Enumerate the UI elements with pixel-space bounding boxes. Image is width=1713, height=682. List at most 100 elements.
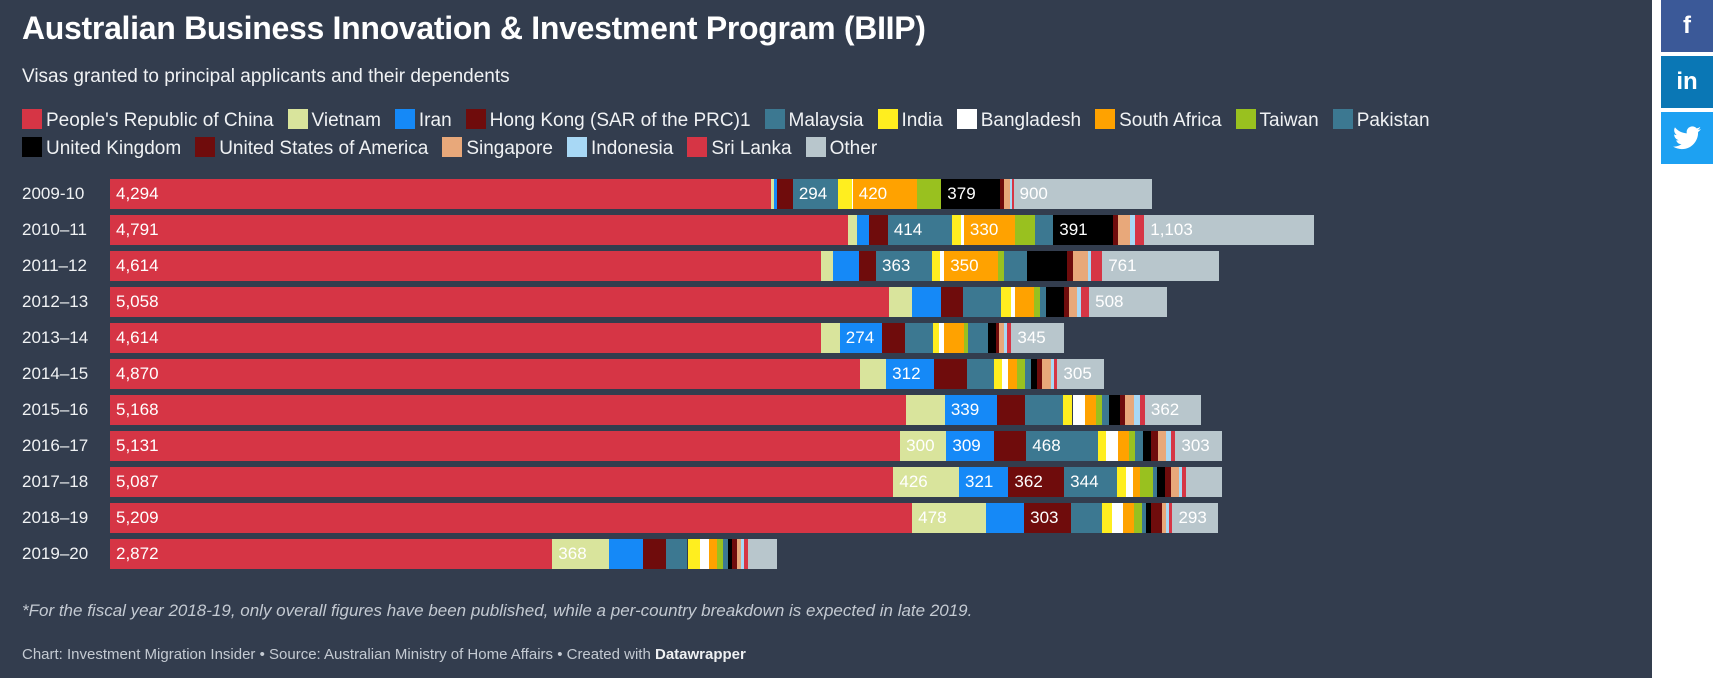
bar-segment[interactable] [1112, 503, 1124, 533]
bar-segment[interactable] [1004, 251, 1028, 281]
bar-segment[interactable] [932, 323, 939, 353]
bar-segment[interactable] [888, 287, 913, 317]
bar-segment[interactable] [940, 179, 942, 209]
bar-segment[interactable] [851, 179, 853, 209]
bar-segment[interactable] [962, 287, 1002, 317]
bar-segment[interactable] [905, 323, 933, 353]
bar-segment[interactable] [857, 215, 870, 245]
bar-segment[interactable] [727, 539, 733, 569]
bar-segment[interactable] [875, 251, 932, 281]
bar-segment[interactable] [1143, 431, 1151, 461]
bar-segment[interactable] [988, 323, 996, 353]
bar-segment[interactable] [1081, 287, 1090, 317]
bar-segment[interactable] [852, 179, 918, 209]
bar-segment[interactable] [110, 251, 821, 281]
bar-segment[interactable] [1095, 395, 1102, 425]
bar-segment[interactable] [1011, 323, 1065, 353]
bar-segment[interactable] [1017, 359, 1026, 389]
bar-segment[interactable] [1120, 395, 1125, 425]
bar-segment[interactable] [1098, 431, 1107, 461]
bar-segment[interactable] [110, 539, 553, 569]
bar-segment[interactable] [882, 323, 906, 353]
bar-segment[interactable] [938, 323, 944, 353]
bar-segment[interactable] [1181, 467, 1187, 497]
bar-segment[interactable] [998, 251, 1005, 281]
bar-segment[interactable] [1076, 287, 1082, 317]
bar-segment[interactable] [1034, 215, 1054, 245]
bar-segment[interactable] [931, 251, 940, 281]
bar-segment[interactable] [1004, 179, 1011, 209]
bar-segment[interactable] [1175, 431, 1223, 461]
bar-segment[interactable] [1186, 467, 1222, 497]
linkedin-share-button[interactable]: in [1661, 56, 1713, 108]
bar-segment[interactable] [110, 395, 906, 425]
bar-segment[interactable] [1091, 251, 1103, 281]
bar-segment[interactable] [1008, 359, 1018, 389]
bar-segment[interactable] [1064, 287, 1070, 317]
bar-segment[interactable] [985, 503, 1025, 533]
bar-segment[interactable] [1150, 431, 1159, 461]
bar-segment[interactable] [1089, 287, 1168, 317]
bar-segment[interactable] [1039, 287, 1046, 317]
bar-segment[interactable] [1135, 431, 1144, 461]
bar-segment[interactable] [993, 431, 1027, 461]
bar-segment[interactable] [1124, 395, 1135, 425]
bar-segment[interactable] [917, 179, 941, 209]
bar-segment[interactable] [110, 323, 821, 353]
bar-segment[interactable] [847, 215, 858, 245]
bar-segment[interactable] [820, 251, 833, 281]
bar-segment[interactable] [943, 323, 964, 353]
bar-segment[interactable] [1144, 395, 1201, 425]
bar-segment[interactable] [1064, 467, 1118, 497]
bar-segment[interactable] [1157, 467, 1165, 497]
bar-segment[interactable] [1025, 359, 1032, 389]
bar-segment[interactable] [1057, 359, 1105, 389]
bar-segment[interactable] [1161, 503, 1167, 533]
bar-segment[interactable] [934, 359, 967, 389]
bar-segment[interactable] [777, 179, 793, 209]
bar-segment[interactable] [747, 539, 777, 569]
bar-segment[interactable] [1069, 287, 1077, 317]
bar-segment[interactable] [1101, 503, 1113, 533]
bar-segment[interactable] [1054, 359, 1058, 389]
bar-segment[interactable] [1024, 395, 1064, 425]
bar-segment[interactable] [944, 395, 998, 425]
bar-segment[interactable] [1166, 431, 1171, 461]
bar-segment[interactable] [859, 251, 876, 281]
bar-segment[interactable] [939, 251, 945, 281]
bar-segment[interactable] [792, 179, 839, 209]
bar-segment[interactable] [1011, 179, 1014, 209]
bar-segment[interactable] [741, 539, 745, 569]
bar-segment[interactable] [941, 179, 1000, 209]
bar-segment[interactable] [1169, 503, 1173, 533]
bar-segment[interactable] [1046, 287, 1065, 317]
bar-segment[interactable] [859, 359, 887, 389]
twitter-share-button[interactable] [1661, 112, 1713, 164]
bar-segment[interactable] [1129, 431, 1136, 461]
bar-segment[interactable] [1072, 251, 1089, 281]
bar-segment[interactable] [110, 431, 901, 461]
bar-segment[interactable] [744, 539, 748, 569]
bar-segment[interactable] [1001, 287, 1011, 317]
bar-segment[interactable] [995, 323, 1000, 353]
bar-segment[interactable] [1170, 431, 1176, 461]
bar-segment[interactable] [960, 215, 964, 245]
bar-segment[interactable] [838, 179, 852, 209]
bar-segment[interactable] [1171, 467, 1179, 497]
bar-segment[interactable] [1118, 215, 1131, 245]
bar-segment[interactable] [1063, 395, 1073, 425]
bar-segment[interactable] [732, 539, 737, 569]
bar-segment[interactable] [1051, 359, 1055, 389]
bar-segment[interactable] [110, 359, 860, 389]
bar-segment[interactable] [1053, 215, 1114, 245]
bar-segment[interactable] [1146, 503, 1151, 533]
bar-segment[interactable] [832, 251, 860, 281]
bar-segment[interactable] [1101, 395, 1110, 425]
bar-segment[interactable] [1166, 503, 1170, 533]
bar-segment[interactable] [110, 503, 913, 533]
bar-segment[interactable] [999, 179, 1005, 209]
bar-segment[interactable] [1106, 431, 1119, 461]
bar-segment[interactable] [1084, 395, 1096, 425]
bar-segment[interactable] [716, 539, 723, 569]
bar-segment[interactable] [1123, 503, 1134, 533]
